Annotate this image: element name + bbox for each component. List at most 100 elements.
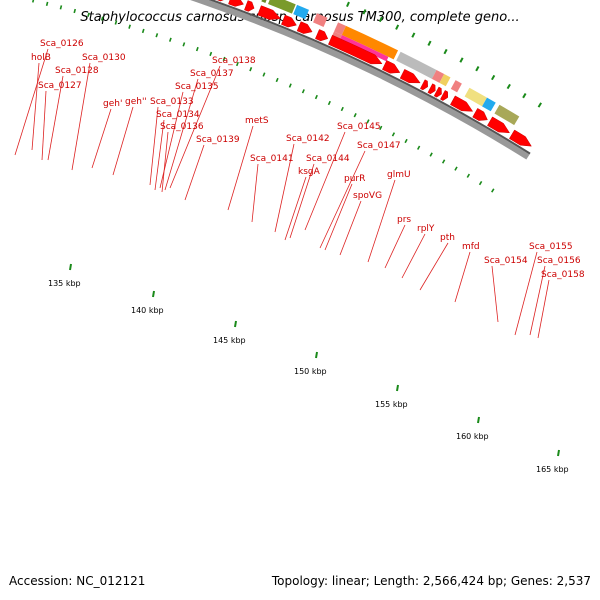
callout-line bbox=[289, 163, 315, 239]
callout-line bbox=[169, 65, 221, 189]
scale-tick bbox=[429, 152, 433, 157]
gene-label: rplY bbox=[417, 224, 435, 234]
outer-tick bbox=[378, 16, 383, 23]
callout-line bbox=[454, 251, 471, 303]
kbp-label: 145 kbp bbox=[213, 336, 246, 345]
callout-line bbox=[304, 131, 346, 231]
outer-tick bbox=[537, 102, 542, 108]
scale-tick bbox=[301, 89, 305, 94]
gene-label: geh' bbox=[103, 99, 122, 109]
outer-tick bbox=[459, 57, 464, 63]
callout-line bbox=[47, 75, 64, 161]
callout-line bbox=[529, 265, 546, 336]
callout-line bbox=[419, 242, 449, 291]
callout-line bbox=[227, 125, 254, 211]
scale-tick bbox=[168, 37, 172, 42]
gene-label: Sca_0135 bbox=[175, 82, 219, 92]
backbone-line bbox=[189, 0, 530, 160]
cds-arrow bbox=[228, 0, 244, 7]
major-tick bbox=[315, 351, 318, 359]
kbp-label: 160 kbp bbox=[456, 432, 489, 441]
major-tick bbox=[234, 320, 237, 328]
feature-block bbox=[261, 0, 267, 3]
cds-arrow bbox=[472, 108, 488, 121]
cds-arrow bbox=[420, 79, 428, 91]
callout-line bbox=[164, 78, 199, 191]
callout-line bbox=[112, 106, 134, 176]
feature-track bbox=[261, 0, 520, 126]
feature-block bbox=[439, 74, 451, 87]
callout-line bbox=[384, 224, 406, 269]
accession-text: Accession: NC_012121 bbox=[9, 574, 146, 588]
gene-label: Sca_0133 bbox=[150, 97, 194, 107]
outer-tick-ring bbox=[346, 1, 542, 108]
callout-line bbox=[14, 48, 49, 156]
scale-tick bbox=[288, 83, 292, 88]
feature-block bbox=[341, 25, 399, 60]
callout-line bbox=[31, 62, 40, 151]
callout-line bbox=[71, 62, 91, 171]
feature-block bbox=[313, 13, 328, 27]
gene-label: holB bbox=[31, 53, 51, 63]
gene-label: pth bbox=[440, 233, 455, 243]
kbp-label: 140 kbp bbox=[131, 306, 164, 315]
callout-line bbox=[324, 183, 353, 251]
cds-arrow bbox=[315, 29, 329, 42]
scale-tick bbox=[478, 180, 483, 186]
scale-tick bbox=[222, 56, 226, 62]
cds-arrow bbox=[257, 5, 282, 20]
scale-tick bbox=[366, 119, 370, 124]
callout-line bbox=[184, 144, 205, 201]
outer-tick bbox=[443, 48, 448, 55]
outer-tick bbox=[362, 9, 367, 15]
callout-line bbox=[154, 119, 165, 191]
cds-arrow bbox=[399, 69, 421, 84]
callout-line bbox=[401, 233, 426, 279]
cds-arrow bbox=[328, 34, 383, 65]
gene-label: Sca_0142 bbox=[286, 134, 330, 144]
major-tick bbox=[477, 416, 480, 424]
callout-line bbox=[41, 90, 47, 161]
cds-arrow bbox=[281, 14, 297, 28]
outer-tick bbox=[475, 66, 480, 72]
cds-arrow bbox=[427, 83, 436, 95]
feature-block bbox=[494, 104, 520, 126]
feature-block bbox=[450, 80, 462, 93]
scale-tick bbox=[454, 166, 458, 171]
gene-label: Sca_0145 bbox=[337, 122, 381, 132]
cds-arrow bbox=[244, 0, 255, 12]
gene-label: purR bbox=[344, 174, 365, 184]
cds-arrow bbox=[487, 116, 510, 134]
scale-tick bbox=[249, 67, 253, 72]
gene-label: Sca_0154 bbox=[484, 256, 528, 266]
gene-label: metS bbox=[245, 116, 269, 126]
gene-label: mfd bbox=[462, 242, 480, 252]
outer-tick bbox=[346, 1, 350, 8]
scale-tick bbox=[141, 28, 145, 34]
outer-tick bbox=[411, 32, 416, 38]
scale-tick bbox=[87, 12, 90, 17]
cds-arrow bbox=[509, 129, 532, 147]
gene-label: Sca_0136 bbox=[160, 122, 204, 132]
callout-line bbox=[514, 251, 538, 336]
major-tick bbox=[557, 449, 560, 457]
gene-label: Sca_0138 bbox=[212, 56, 256, 66]
scale-tick bbox=[195, 46, 199, 52]
outer-tick bbox=[491, 74, 496, 81]
scale-tick bbox=[314, 94, 318, 100]
callout-line bbox=[91, 108, 112, 169]
kbp-label: 135 kbp bbox=[48, 279, 81, 288]
scale-tick bbox=[262, 72, 266, 77]
callout-line bbox=[251, 163, 259, 223]
genome-backbone bbox=[189, 0, 531, 160]
callout-line bbox=[274, 143, 295, 233]
cds-arrow bbox=[440, 90, 449, 101]
cds-arrow bbox=[296, 21, 313, 34]
scale-tick bbox=[416, 145, 421, 150]
cds-arrow-track bbox=[216, 0, 532, 147]
callout-line bbox=[319, 150, 366, 249]
outer-tick bbox=[522, 93, 527, 99]
scale-tick bbox=[379, 125, 383, 130]
topology-summary: Topology: linear; Length: 2,566,424 bp; … bbox=[271, 574, 591, 588]
scale-tick bbox=[100, 16, 104, 21]
